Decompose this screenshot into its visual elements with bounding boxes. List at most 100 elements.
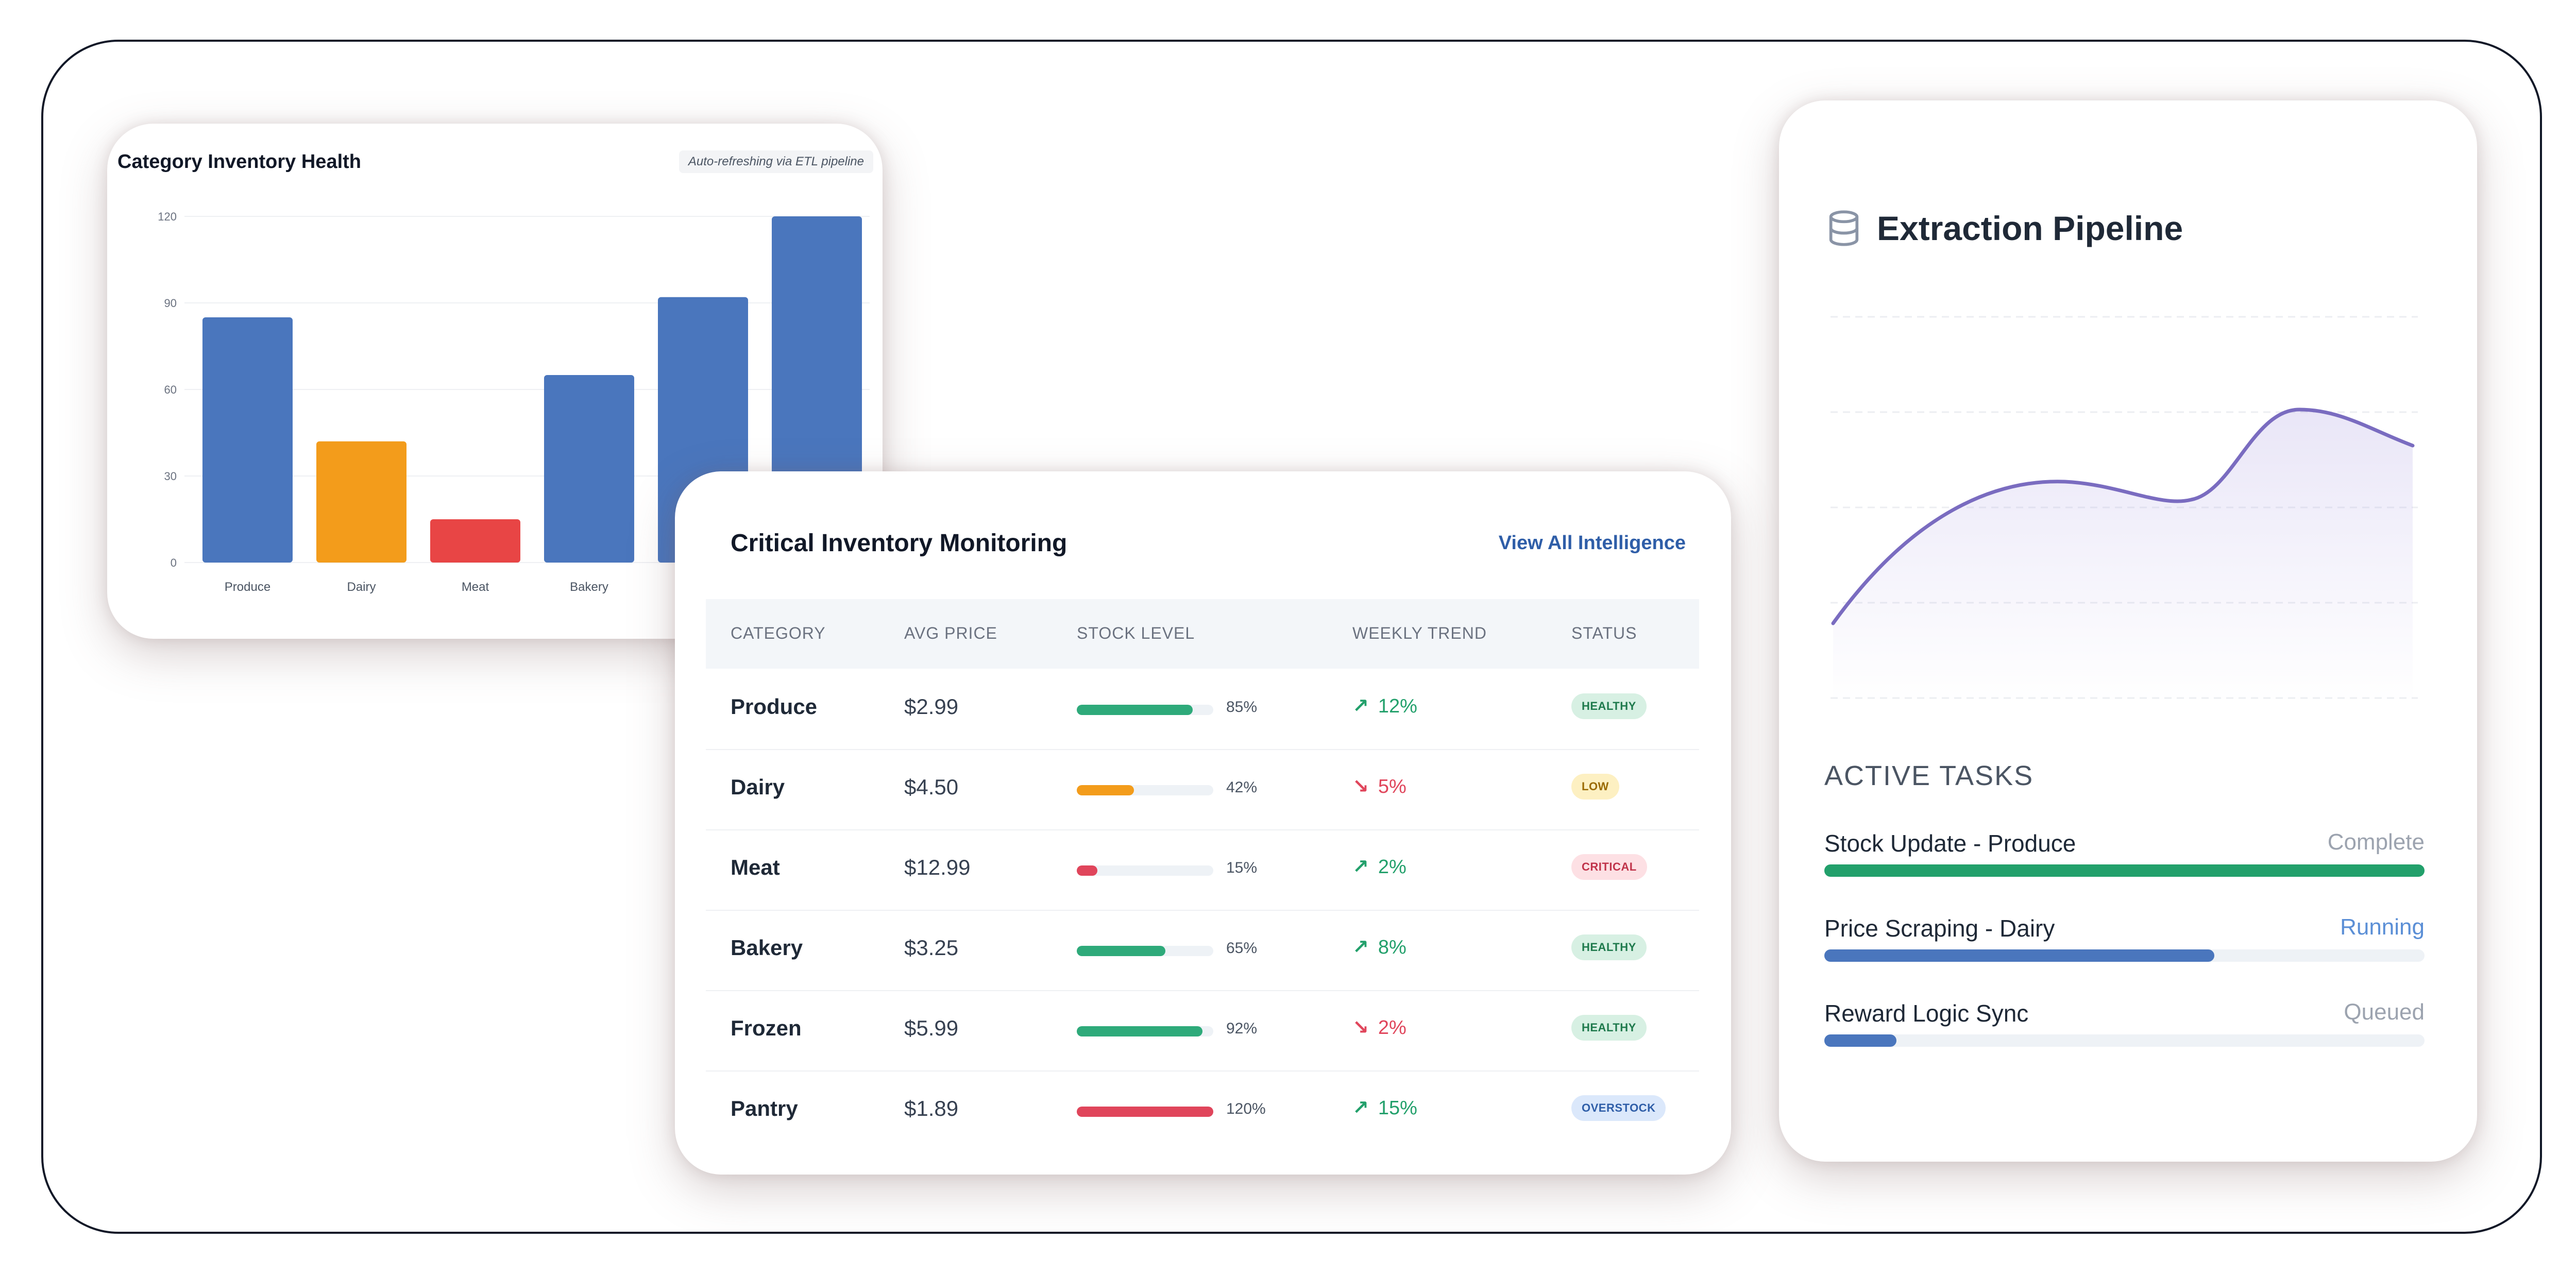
status-badge: LOW (1571, 774, 1619, 800)
stock-level-fill (1077, 785, 1134, 795)
column-header-status[interactable]: STATUS (1571, 624, 1637, 642)
task-progress-fill (1824, 864, 2425, 877)
category-cell: Bakery (731, 936, 803, 960)
pipeline-title: Extraction Pipeline (1877, 209, 2183, 247)
trend-value: 5% (1378, 776, 1406, 797)
trend-up-icon: ↗ (1352, 695, 1369, 717)
bar-meat[interactable] (430, 519, 520, 563)
column-header-stock-level[interactable]: STOCK LEVEL (1077, 624, 1195, 642)
weekly-trend-cell: ↗ 12% (1352, 694, 1417, 718)
category-cell: Frozen (731, 1016, 802, 1040)
status-badge: CRITICAL (1571, 854, 1647, 880)
table-title: Critical Inventory Monitoring (731, 530, 1067, 557)
x-tick-label: Produce (225, 580, 270, 594)
category-cell: Meat (731, 855, 780, 879)
task-progress-bar (1824, 1034, 2425, 1047)
avg-price-cell: $5.99 (904, 1016, 959, 1040)
trend-value: 12% (1378, 695, 1417, 717)
trend-up-icon: ↗ (1352, 1097, 1369, 1119)
stock-level-bar (1077, 865, 1213, 876)
x-tick-label: Meat (462, 580, 489, 594)
stock-level-bar (1077, 785, 1213, 795)
stock-level-percent: 15% (1226, 859, 1258, 876)
y-tick-label: 0 (171, 556, 177, 569)
stock-level-fill (1077, 705, 1193, 715)
avg-price-cell: $3.25 (904, 936, 959, 960)
x-tick-label: Dairy (347, 580, 376, 594)
table-row[interactable]: Bakery $3.25 65% ↗ 8% HEALTHY (706, 910, 1699, 991)
weekly-trend-cell: ↗ 2% (1352, 855, 1406, 878)
task-name: Reward Logic Sync (1824, 1000, 2029, 1027)
table-row[interactable]: Produce $2.99 85% ↗ 12% HEALTHY (706, 669, 1699, 750)
status-badge: OVERSTOCK (1571, 1095, 1666, 1121)
stock-level-percent: 92% (1226, 1020, 1258, 1037)
stock-level-bar (1077, 1026, 1213, 1036)
database-icon (1829, 210, 1859, 246)
trend-down-icon: ↘ (1352, 776, 1369, 797)
stock-level-fill (1077, 1026, 1202, 1036)
y-tick-label: 120 (158, 210, 177, 223)
weekly-trend-cell: ↘ 2% (1352, 1016, 1406, 1039)
stock-level-bar (1077, 946, 1213, 956)
task-status: Complete (2327, 829, 2425, 855)
stock-level-fill (1077, 946, 1166, 956)
stock-level-fill (1077, 865, 1097, 876)
pipeline-area (1833, 410, 2413, 703)
trend-up-icon: ↗ (1352, 937, 1369, 958)
column-header-weekly-trend[interactable]: WEEKLY TREND (1352, 624, 1487, 642)
x-tick-label: Bakery (570, 580, 608, 594)
auto-refresh-badge: Auto-refreshing via ETL pipeline (679, 150, 873, 173)
view-all-intelligence-link[interactable]: View All Intelligence (1498, 532, 1686, 554)
stock-level-percent: 42% (1226, 779, 1258, 796)
bar-produce[interactable] (202, 317, 293, 563)
column-header-category[interactable]: CATEGORY (731, 624, 826, 642)
avg-price-cell: $4.50 (904, 775, 959, 799)
table-row[interactable]: Frozen $5.99 92% ↘ 2% HEALTHY (706, 990, 1699, 1072)
table-row[interactable]: Pantry $1.89 120% ↗ 15% OVERSTOCK (706, 1070, 1699, 1151)
stock-level-percent: 85% (1226, 699, 1258, 716)
trend-value: 15% (1378, 1097, 1417, 1119)
category-cell: Produce (731, 694, 818, 719)
table-row[interactable]: Meat $12.99 15% ↗ 2% CRITICAL (706, 829, 1699, 911)
category-cell: Dairy (731, 775, 785, 799)
stock-level-percent: 65% (1226, 940, 1258, 957)
trend-up-icon: ↗ (1352, 856, 1369, 878)
trend-value: 2% (1378, 1017, 1406, 1039)
task-name: Stock Update - Produce (1824, 830, 2076, 857)
trend-value: 2% (1378, 856, 1406, 878)
y-tick-label: 30 (164, 470, 177, 483)
bar-bakery[interactable] (544, 375, 634, 563)
task-status: Running (2340, 914, 2425, 940)
avg-price-cell: $1.89 (904, 1096, 959, 1120)
category-cell: Pantry (731, 1096, 798, 1120)
weekly-trend-cell: ↗ 15% (1352, 1096, 1417, 1119)
trend-value: 8% (1378, 937, 1406, 958)
pipeline-line-chart (1831, 316, 2418, 703)
task-progress-bar (1824, 949, 2425, 962)
column-header-avg-price[interactable]: AVG PRICE (904, 624, 997, 642)
table-row[interactable]: Dairy $4.50 42% ↘ 5% LOW (706, 749, 1699, 830)
weekly-trend-cell: ↗ 8% (1352, 936, 1406, 959)
bar-dairy[interactable] (316, 441, 406, 563)
avg-price-cell: $2.99 (904, 694, 959, 719)
stock-level-percent: 120% (1226, 1100, 1266, 1117)
y-tick-label: 60 (164, 383, 177, 396)
pipeline-line (1831, 407, 2415, 625)
weekly-trend-cell: ↘ 5% (1352, 775, 1406, 798)
stock-level-bar (1077, 705, 1213, 715)
extraction-pipeline-card: Extraction Pipeline ACTIVE TASKS Stock U… (1779, 100, 2477, 1162)
task-status: Queued (2344, 999, 2425, 1025)
stock-level-fill (1077, 1107, 1213, 1117)
active-tasks-heading: ACTIVE TASKS (1824, 760, 2034, 791)
stock-level-bar (1077, 1107, 1213, 1117)
task-progress-bar (1824, 864, 2425, 877)
y-tick-label: 90 (164, 297, 177, 310)
status-badge: HEALTHY (1571, 693, 1647, 719)
chart-title: Category Inventory Health (117, 151, 361, 173)
avg-price-cell: $12.99 (904, 855, 971, 879)
status-badge: HEALTHY (1571, 1015, 1647, 1041)
table-header: CATEGORY AVG PRICE STOCK LEVEL WEEKLY TR… (706, 599, 1699, 669)
task-name: Price Scraping - Dairy (1824, 915, 2055, 942)
trend-down-icon: ↘ (1352, 1017, 1369, 1039)
status-badge: HEALTHY (1571, 934, 1647, 960)
